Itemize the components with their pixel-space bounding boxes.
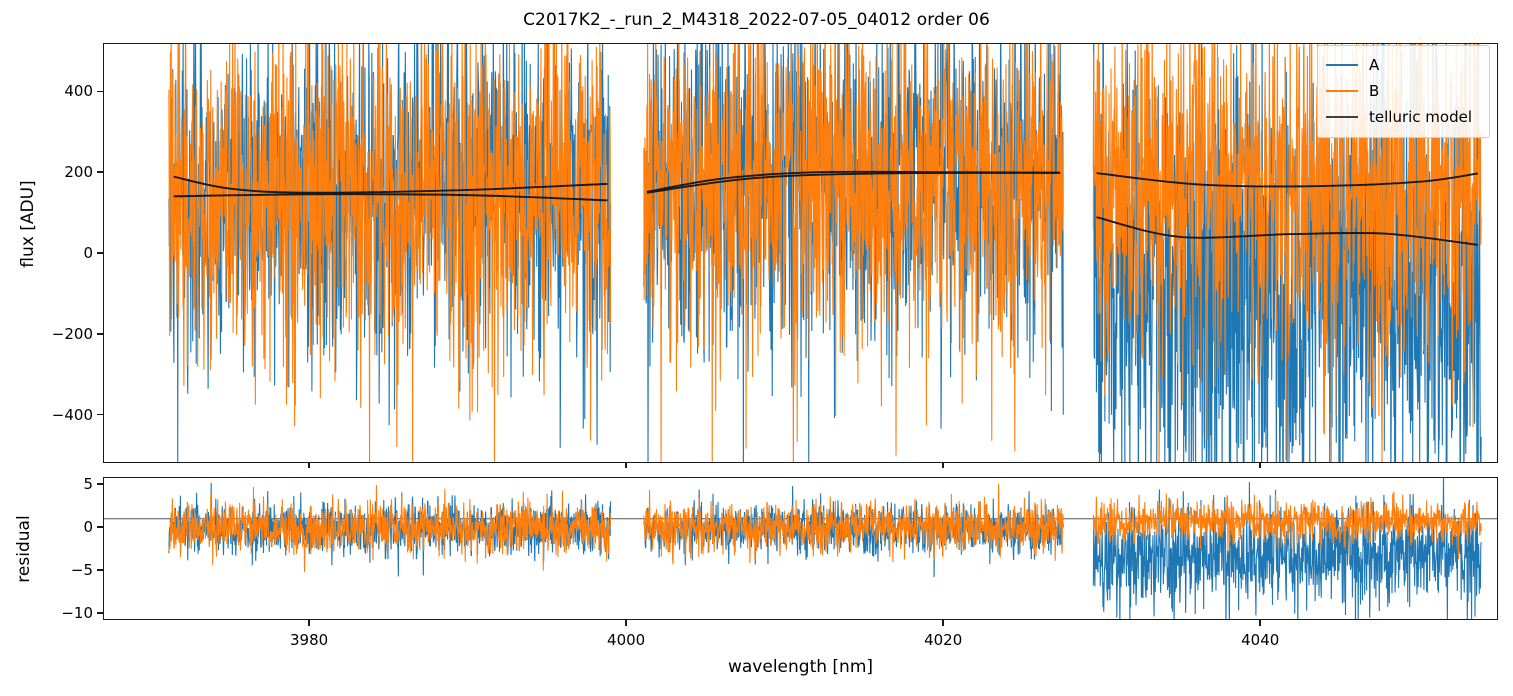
flux-plot-area: [168, 44, 1482, 462]
residual-y-tick-label: 0: [83, 517, 93, 536]
legend-swatch-b: [1326, 90, 1358, 92]
flux-y-tick-label: 200: [64, 163, 93, 182]
flux-y-tick-mark: [97, 90, 103, 93]
telluric-model-curve-4: [646, 171, 1061, 194]
telluric-model-curve-1: [173, 175, 608, 194]
residual-plot-area: [104, 478, 1497, 619]
legend-item-b: B: [1326, 78, 1481, 104]
flux-y-tick-label: −200: [51, 324, 93, 343]
residual-axis-label: residual: [14, 515, 34, 583]
wavelength-axis-label: wavelength [nm]: [727, 657, 874, 677]
residual-y-tick-mark: [97, 569, 103, 571]
legend-swatch-telluric-model: [1326, 116, 1358, 118]
series-trace-b-segment-2: [643, 483, 1064, 565]
residual-y-tick-mark: [97, 483, 103, 485]
series-trace-b-segment-3: [1092, 44, 1482, 462]
flux-panel-axes: [103, 43, 1498, 463]
residual-panel-axes: [103, 477, 1498, 620]
flux-x-tick-mark: [942, 463, 944, 468]
flux-x-tick-mark: [308, 463, 310, 468]
legend-box: A B telluric model: [1317, 45, 1490, 138]
flux-y-tick-mark: [97, 413, 103, 416]
legend-swatch-a: [1326, 64, 1358, 66]
wavelength-x-tick-label: 4040: [1241, 631, 1280, 649]
telluric-model-curve-6: [1096, 216, 1479, 246]
residual-y-tick-mark: [97, 612, 103, 614]
series-trace-b-segment-1: [168, 484, 612, 573]
flux-y-tick-label: 400: [64, 82, 93, 101]
flux-y-tick-label: −400: [51, 405, 93, 424]
figure-title: C2017K2_-_run_2_M4318_2022-07-05_04012 o…: [523, 10, 990, 30]
series-trace-b-segment-3: [1092, 491, 1482, 560]
wavelength-x-tick-mark: [1259, 620, 1261, 626]
residual-y-tick-label: −5: [70, 561, 93, 580]
flux-y-tick-mark: [97, 252, 103, 254]
series-trace-a-segment-1: [168, 44, 612, 462]
residual-y-tick-label: −10: [61, 604, 93, 623]
wavelength-x-tick-label: 4020: [924, 631, 963, 649]
flux-x-tick-mark: [625, 463, 627, 468]
series-trace-a-segment-3: [1092, 478, 1482, 619]
residual-y-tick-mark: [97, 526, 103, 528]
wavelength-x-tick-mark: [625, 620, 627, 626]
legend-label-a: A: [1369, 56, 1380, 74]
series-trace-b-segment-1: [168, 44, 612, 462]
wavelength-x-tick-label: 3980: [289, 631, 329, 649]
wavelength-x-tick-label: 4000: [607, 631, 646, 649]
flux-x-tick-mark: [1259, 463, 1261, 468]
legend-item-a: A: [1326, 52, 1481, 78]
flux-axis-label: flux [ADU]: [18, 180, 38, 268]
legend-item-telluric-model: telluric model: [1326, 104, 1481, 130]
wavelength-x-tick-mark: [308, 620, 310, 626]
telluric-model-curve-5: [1096, 172, 1479, 188]
legend-label-b: B: [1369, 82, 1380, 100]
telluric-model-curve-2: [173, 193, 608, 202]
flux-y-tick-label: 0: [83, 244, 93, 262]
residual-y-tick-label: 5: [83, 474, 93, 493]
wavelength-x-tick-mark: [942, 620, 944, 626]
flux-y-tick-mark: [97, 332, 103, 335]
flux-y-tick-mark: [97, 171, 103, 174]
series-trace-b-segment-2: [643, 44, 1064, 462]
legend-label-telluric-model: telluric model: [1369, 108, 1473, 126]
